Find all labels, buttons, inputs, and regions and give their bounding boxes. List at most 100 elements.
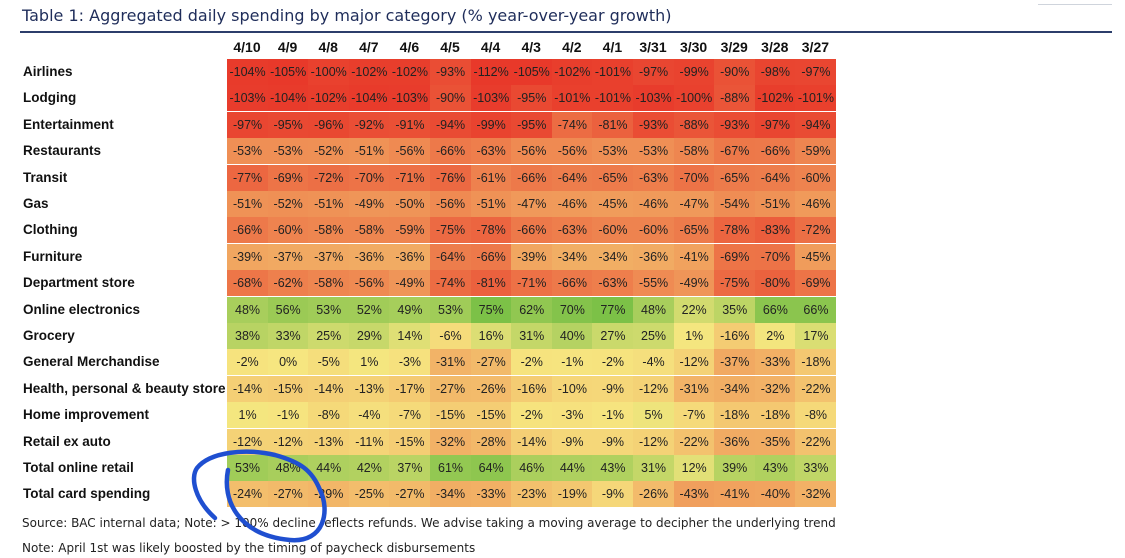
heatmap-cell: -4% [348, 402, 390, 429]
heatmap-cell: -32% [754, 375, 796, 402]
heatmap-cell: 22% [673, 296, 715, 323]
heatmap-cell: 42% [348, 455, 390, 481]
heatmap-cell: -15% [470, 402, 512, 429]
heatmap-cell: -36% [714, 428, 756, 455]
column-header: 3/29 [720, 39, 748, 55]
heatmap-cell: 39% [714, 455, 756, 481]
heatmap-cell: -31% [673, 375, 715, 402]
heatmap-cell: -74% [551, 111, 593, 138]
heatmap-cell: -102% [348, 59, 390, 85]
heatmap-cell: -68% [227, 270, 269, 297]
heatmap-cell: -45% [592, 191, 634, 217]
column-header: 4/1 [602, 39, 623, 55]
heatmap-cell: -14% [308, 375, 350, 402]
heatmap-cell: -22% [795, 375, 837, 402]
row-label: Total online retail [23, 460, 134, 475]
heatmap-cell: -66% [511, 217, 553, 244]
heatmap-cell: -81% [470, 270, 512, 297]
heatmap-cell: -37% [714, 349, 756, 376]
heatmap-cell: -34% [551, 243, 593, 270]
heatmap-cell: 40% [551, 323, 593, 349]
heatmap-cell: -51% [470, 191, 512, 217]
heatmap-cell: -18% [795, 349, 837, 376]
heatmap-cell: -39% [227, 243, 269, 270]
heatmap-cell: 27% [592, 323, 634, 349]
heatmap-cell: -27% [430, 375, 472, 402]
heatmap-cell: -70% [348, 164, 390, 191]
heatmap-cell: -24% [227, 481, 269, 508]
heatmap-cell: -97% [795, 59, 837, 85]
row-label: Transit [23, 169, 68, 185]
heatmap-cell: -94% [795, 111, 837, 138]
heatmap-cell: -62% [267, 270, 309, 297]
heatmap-cell: -12% [673, 349, 715, 376]
heatmap-cell: -32% [795, 481, 837, 508]
heatmap-cell: -59% [795, 138, 837, 165]
heatmap-cell: -105% [511, 59, 553, 85]
heatmap-cell: -54% [714, 191, 756, 217]
heatmap-cell: -9% [592, 375, 634, 402]
heatmap-cell: -56% [430, 191, 472, 217]
heatmap-cell: -46% [551, 191, 593, 217]
heatmap-cell: -35% [754, 428, 796, 455]
heatmap-cell: -18% [754, 402, 796, 429]
heatmap-cell: -47% [673, 191, 715, 217]
heatmap-cell: 25% [308, 323, 350, 349]
heatmap-cell: -4% [633, 349, 675, 376]
heatmap-cell: -63% [592, 270, 634, 297]
heatmap-cell: -78% [470, 217, 512, 244]
heatmap-cell: 14% [389, 323, 431, 349]
heatmap-cell: -95% [511, 111, 553, 138]
heatmap-cell: -7% [673, 402, 715, 429]
row-label: Gas [23, 196, 49, 211]
heatmap-cell: -56% [511, 138, 553, 165]
heatmap-cell: -53% [592, 138, 634, 165]
heatmap-cell: 31% [633, 455, 675, 481]
heatmap-cell: -1% [267, 402, 309, 429]
heatmap-cell: -12% [267, 428, 309, 455]
heatmap-cell: -95% [267, 111, 309, 138]
heatmap-cell: -102% [754, 85, 796, 112]
heatmap-cell: -69% [714, 243, 756, 270]
heatmap-cell: -51% [227, 191, 269, 217]
heatmap-cell: 33% [267, 323, 309, 349]
heatmap-cell: 5% [633, 402, 675, 429]
heatmap-cell: 66% [795, 296, 837, 323]
heatmap-cell: 43% [754, 455, 796, 481]
heatmap-cell: -97% [754, 111, 796, 138]
heatmap-cell: -64% [551, 164, 593, 191]
heatmap-cell: 52% [348, 296, 390, 323]
heatmap-cell: -12% [633, 428, 675, 455]
heatmap-cell: -12% [227, 428, 269, 455]
column-header: 4/10 [233, 39, 261, 55]
heatmap-cell: -3% [551, 402, 593, 429]
heatmap-cell: 2% [754, 323, 796, 349]
heatmap-cell: 43% [592, 455, 634, 481]
heatmap-cell: -70% [754, 243, 796, 270]
table-title: Table 1: Aggregated daily spending by ma… [22, 6, 672, 25]
heatmap-cell: -101% [795, 85, 837, 112]
heatmap-cell: -36% [633, 243, 675, 270]
heatmap-cell: 64% [470, 455, 512, 481]
heatmap-cell: -101% [592, 85, 634, 112]
heatmap-cell: -63% [551, 217, 593, 244]
heatmap-cell: -27% [470, 349, 512, 376]
heatmap-cell: -83% [754, 217, 796, 244]
heatmap-cell: -102% [308, 85, 350, 112]
heatmap-cell: -34% [592, 243, 634, 270]
row-label: Online electronics [23, 301, 141, 317]
heatmap-cell: -60% [592, 217, 634, 244]
heatmap-cell: -58% [673, 138, 715, 165]
column-header: 3/28 [761, 39, 789, 55]
heatmap-cell: -51% [754, 191, 796, 217]
heatmap-cell: -66% [511, 164, 553, 191]
heatmap-cell: -58% [308, 217, 350, 244]
column-header: 4/4 [480, 39, 501, 55]
heatmap-cell: 12% [673, 455, 715, 481]
heatmap-cell: -80% [754, 270, 796, 297]
heatmap-cell: -32% [430, 428, 472, 455]
column-header: 4/2 [562, 39, 582, 55]
title-rule [20, 31, 1112, 33]
heatmap-cell: -17% [389, 375, 431, 402]
heatmap-cell: 48% [633, 296, 675, 323]
